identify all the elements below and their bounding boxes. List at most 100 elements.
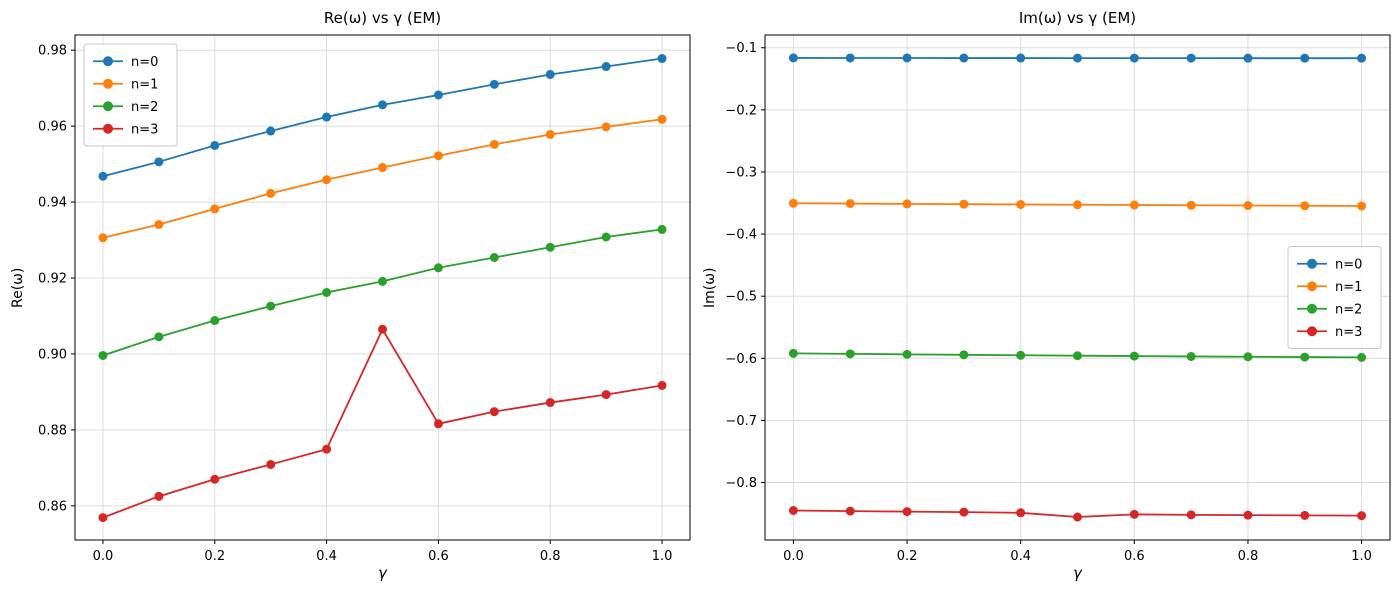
data-point: [489, 407, 499, 417]
y-tick-label: 0.92: [38, 272, 67, 287]
legend-sample-marker: [103, 123, 113, 134]
data-point: [489, 253, 499, 262]
data-point: [266, 126, 276, 136]
data-point: [545, 242, 555, 252]
data-point: [154, 491, 164, 501]
data-point: [266, 301, 276, 311]
legend-sample-marker: [1307, 258, 1317, 269]
data-point: [845, 53, 855, 63]
data-point: [98, 350, 108, 360]
data-point: [322, 175, 332, 185]
data-point: [601, 232, 611, 242]
data-point: [1357, 511, 1367, 521]
data-point: [433, 151, 443, 161]
legend-label: n=3: [131, 122, 158, 137]
x-tick-label: 0.6: [1124, 549, 1145, 564]
data-point: [98, 233, 108, 243]
data-point: [322, 287, 332, 297]
data-point: [1129, 200, 1139, 210]
data-point: [210, 316, 220, 326]
legend-box: [83, 43, 178, 147]
data-point: [1243, 53, 1253, 63]
data-point: [1300, 201, 1310, 211]
series-line: [102, 118, 663, 239]
data-point: [845, 506, 855, 516]
legend-label: n=2: [1335, 302, 1362, 317]
data-point: [1300, 352, 1310, 362]
y-tick-label: −0.3: [725, 165, 757, 180]
data-point: [1073, 351, 1082, 361]
series-line: [102, 228, 663, 357]
data-point: [788, 348, 798, 358]
data-point: [154, 332, 164, 342]
data-point: [902, 507, 912, 517]
axis-ticks: 0.0 0.2 0.4 0.6 0.8 1.0 0.86 0.88 0.90 0.92 0.94 0.…: [38, 44, 672, 564]
x-tick-label: 0.4: [316, 549, 337, 564]
chart-panel-im-omega: 0.0 0.2 0.4 0.6 0.8 1.0 −0.1 −0.2 −0.3 −0.4 −0.5 −0…: [700, 0, 1400, 600]
data-point: [545, 398, 555, 408]
y-axis-label: Im(ω): [702, 267, 718, 308]
data-point: [1357, 201, 1367, 211]
data-point: [1243, 510, 1253, 520]
data-point: [378, 324, 387, 334]
legend-box: [1287, 246, 1382, 349]
data-point: [601, 390, 611, 400]
data-point: [1186, 510, 1196, 520]
data-point: [601, 122, 611, 132]
x-tick-label: 0.8: [540, 549, 561, 564]
y-tick-label: 0.94: [38, 196, 67, 211]
y-tick-label: 0.90: [38, 347, 67, 362]
data-point: [902, 349, 912, 359]
series-line: [102, 328, 663, 519]
legend-sample-marker: [1307, 326, 1317, 337]
series-n2: [98, 224, 667, 360]
data-point: [1243, 201, 1253, 211]
series-line: [102, 57, 663, 178]
legend-sample-marker: [103, 78, 113, 89]
data-point: [788, 198, 798, 208]
y-tick-label: −0.2: [725, 103, 757, 118]
y-tick-label: 0.98: [38, 44, 67, 59]
data-point: [959, 350, 969, 360]
data-point: [545, 69, 555, 79]
legend-label: n=2: [131, 100, 158, 115]
data-point: [845, 199, 855, 209]
data-point: [959, 507, 969, 517]
legend: n=0 n=1 n=2 n=3: [1287, 246, 1382, 349]
data-point: [378, 100, 387, 110]
plot-border: [74, 34, 691, 541]
x-axis-label: γ: [378, 564, 387, 582]
data-point: [657, 114, 667, 124]
data-point: [266, 188, 276, 198]
legend-sample-marker: [1307, 281, 1317, 292]
data-point: [1073, 512, 1082, 522]
re-omega-line-chart: 0.0 0.2 0.4 0.6 0.8 1.0 0.86 0.88 0.90 0.92 0.94 0.…: [38, 34, 691, 564]
legend-sample-marker: [103, 56, 113, 67]
series-n3: [788, 506, 1367, 522]
data-point: [98, 171, 108, 181]
data-point: [1186, 351, 1196, 361]
x-tick-label: 0.8: [1238, 549, 1259, 564]
data-point: [1073, 200, 1082, 210]
y-axis-label: Re(ω): [10, 267, 26, 308]
data-point: [322, 112, 332, 122]
legend: n=0 n=1 n=2 n=3: [83, 43, 178, 147]
data-point: [378, 163, 387, 173]
data-point: [959, 199, 969, 209]
chart-panel-re-omega: 0.0 0.2 0.4 0.6 0.8 1.0 0.86 0.88 0.90 0.92 0.94 0.…: [10, 9, 691, 582]
series-n0: [98, 54, 667, 181]
data-point: [845, 349, 855, 359]
legend-label: n=1: [1335, 280, 1362, 295]
axis-ticks: 0.0 0.2 0.4 0.6 0.8 1.0 −0.1 −0.2 −0.3 −0.4 −0.5 −0…: [725, 41, 1372, 564]
data-point: [1129, 351, 1139, 361]
data-point: [1073, 53, 1082, 63]
data-point: [154, 219, 164, 229]
data-point: [1016, 199, 1026, 209]
data-point: [657, 224, 667, 234]
data-point: [433, 90, 443, 100]
series-n1: [98, 114, 667, 243]
x-tick-label: 0.2: [897, 549, 918, 564]
data-point: [902, 53, 912, 63]
y-tick-label: 0.86: [38, 499, 67, 514]
legend-label: n=0: [131, 55, 158, 70]
